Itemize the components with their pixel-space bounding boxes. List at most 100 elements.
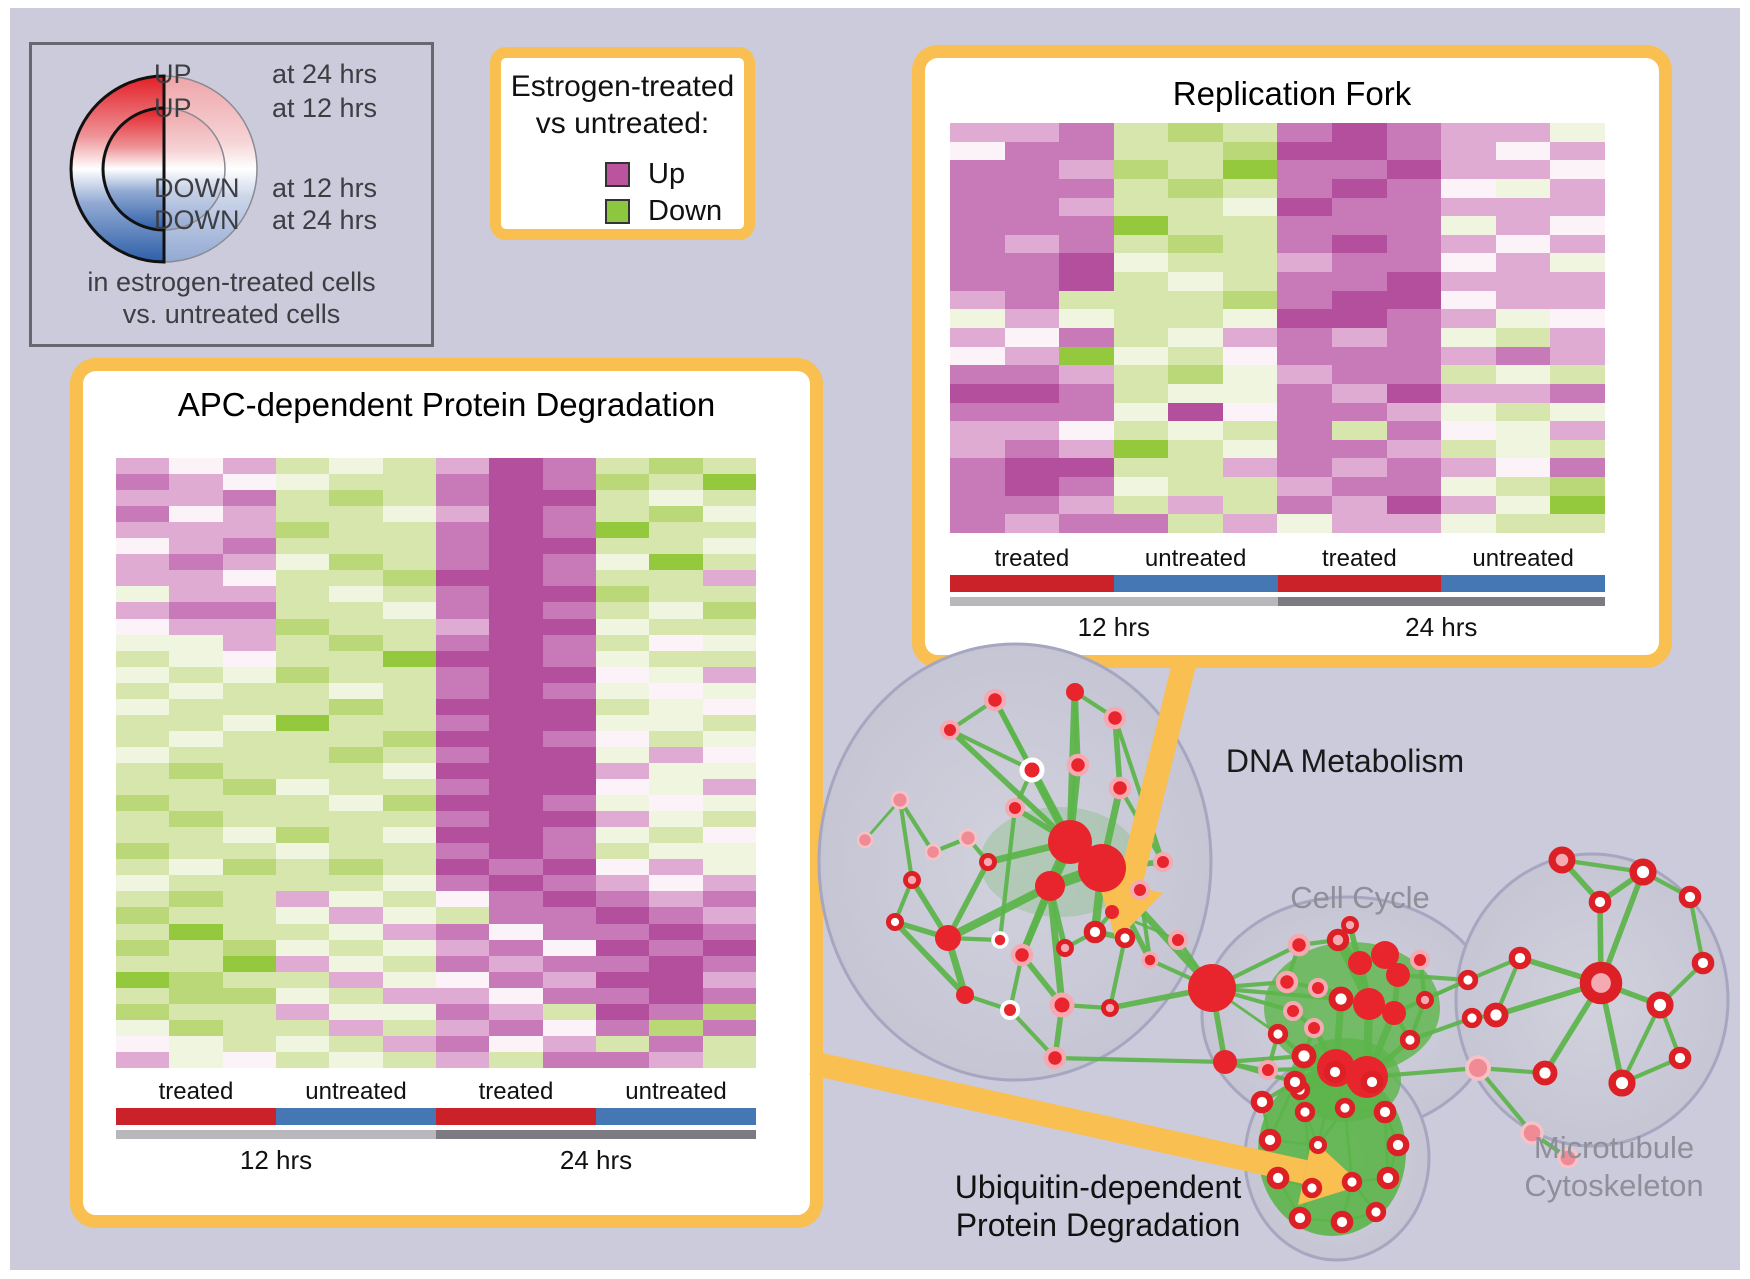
heatmap-cell [542, 1035, 596, 1052]
heatmap-cell [329, 811, 383, 828]
heatmap-cell [1004, 253, 1060, 273]
heatmap-cell [1277, 253, 1333, 273]
heatmap-cell [1277, 495, 1333, 515]
heatmap-cell [116, 859, 170, 876]
heatmap-cell [329, 1019, 383, 1036]
heatmap-cell [222, 602, 276, 619]
heatmap-cell [1222, 495, 1278, 515]
untreated-bar [596, 1108, 756, 1125]
heatmap-cell [1332, 421, 1387, 440]
heatmap-cell [1004, 123, 1060, 142]
heatmap-cell [116, 939, 170, 956]
time-bar-12hrs [950, 597, 1278, 606]
heatmap-cell [542, 1051, 596, 1068]
heatmap-cell [1113, 141, 1169, 161]
heatmap-cell [649, 811, 703, 828]
heatmap-cell [275, 987, 330, 1004]
heatmap-cell [329, 1003, 383, 1020]
heatmap-cell [1550, 216, 1605, 235]
heatmap-cell [169, 1051, 223, 1068]
hour-label: 24 hrs [1405, 612, 1478, 642]
heatmap-cell [595, 458, 650, 475]
heatmap-cell [275, 746, 330, 763]
legend-direction: DOWN [154, 173, 240, 203]
heatmap-cell [1495, 421, 1551, 440]
heatmap-cell [275, 682, 330, 699]
heatmap-cell [1277, 365, 1333, 384]
heatmap-cell [116, 458, 170, 475]
heatmap-cell [435, 891, 490, 908]
heatmap-cell [1222, 234, 1278, 254]
heatmap-cell [649, 698, 703, 715]
heatmap-cell [1222, 458, 1278, 478]
heatmap-cell [595, 682, 650, 699]
heatmap-cell [595, 1003, 650, 1020]
heatmap-cell [595, 586, 650, 603]
heatmap-cell [649, 987, 703, 1004]
heatmap-cell [489, 570, 543, 587]
heatmap-cell [169, 538, 223, 555]
heatmap-cell [329, 955, 383, 972]
hour-label: 24 hrs [559, 1145, 633, 1175]
heatmap-cell [649, 762, 703, 780]
heatmap-cell [595, 827, 650, 844]
heatmap-cell [382, 859, 436, 876]
heatmap-cell [950, 290, 1005, 310]
heatmap-cell [595, 730, 650, 747]
heatmap-cell [649, 554, 703, 571]
heatmap-cell [116, 538, 170, 555]
heatmap-cell [595, 474, 650, 491]
heatmap-cell [382, 714, 436, 731]
heatmap-cell [329, 827, 383, 844]
heatmap-cell [702, 843, 756, 860]
heatmap-cell [1441, 383, 1496, 403]
heatmap-cell [1004, 439, 1060, 459]
heatmap-cell [950, 141, 1005, 161]
heatmap-cell [542, 907, 596, 924]
heatmap-cell [116, 762, 170, 780]
heatmap-cell [950, 178, 1005, 198]
heatmap-cell [382, 746, 436, 763]
heatmap-cell [649, 618, 703, 635]
heatmap-cell [1386, 439, 1442, 459]
heatmap-cell [435, 570, 490, 587]
heatmap-cell [1168, 346, 1223, 366]
heatmap-cell [222, 714, 276, 731]
heatmap-cell [1441, 477, 1496, 496]
heatmap-cell [1441, 402, 1496, 422]
heatmap-cell [169, 730, 223, 747]
heatmap-cell [1386, 253, 1442, 273]
heatmap-cell [222, 907, 276, 924]
heatmap-cell [702, 987, 756, 1004]
heatmap-cell [1004, 383, 1060, 403]
heatmap-cell [329, 474, 383, 491]
heatmap-cell [116, 811, 170, 828]
group-label: untreated [1472, 545, 1574, 572]
group-label: treated [478, 1078, 554, 1105]
updown-color-legend: Estrogen-treated vs untreated: Up Down [490, 47, 755, 240]
heatmap-cell [489, 1003, 543, 1020]
heatmap-cell [542, 554, 596, 571]
heatmap-cell [435, 698, 490, 715]
heatmap-cell [542, 955, 596, 972]
heatmap-cell [169, 490, 223, 507]
heatmap-cell [169, 939, 223, 956]
heatmap-cell [169, 1035, 223, 1052]
heatmap-cell [489, 827, 543, 844]
heatmap-cell [489, 939, 543, 956]
heatmap-cell [435, 538, 490, 555]
group-label: treated [158, 1078, 234, 1105]
heatmap-cell [382, 1019, 436, 1036]
heatmap-cell [1550, 234, 1605, 254]
heatmap-cell [595, 955, 650, 972]
heatmap-cell [169, 795, 223, 812]
heatmap-cell [1386, 402, 1442, 422]
heatmap-cell [116, 746, 170, 763]
heatmap-cell [542, 923, 596, 940]
heatmap-cell [1222, 290, 1278, 310]
heatmap-cell [1059, 477, 1114, 496]
heatmap-cell [702, 762, 756, 780]
heatmap-cell [275, 714, 330, 731]
heatmap-cell [382, 907, 436, 924]
heatmap-cell [1386, 346, 1442, 366]
